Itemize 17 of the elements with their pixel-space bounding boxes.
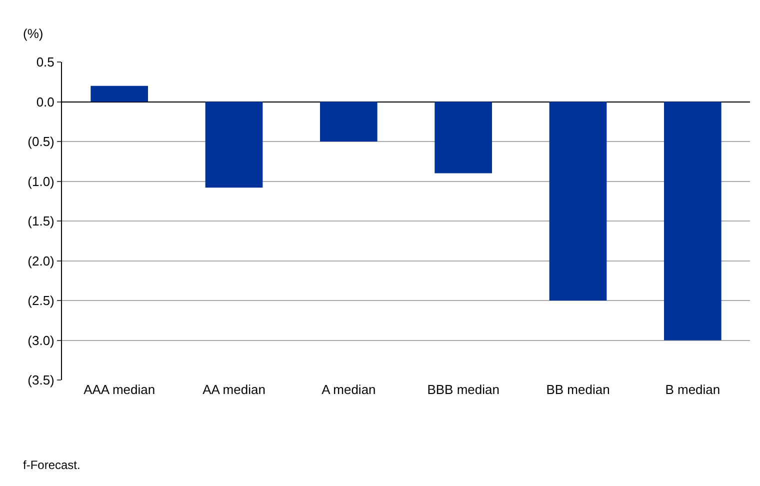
x-tick-label: A median — [322, 382, 376, 397]
y-tick-label: (2.0) — [28, 253, 54, 268]
y-tick-label: 0.5 — [36, 54, 54, 70]
x-tick-label: AAA median — [84, 382, 156, 397]
y-tick-label: 0.0 — [36, 94, 54, 110]
y-axis-title: (%) — [23, 26, 44, 41]
text: f-Forecast. — [23, 458, 80, 472]
y-tick-label: (1.5) — [28, 214, 54, 229]
y-tick-label: (3.0) — [28, 332, 54, 348]
y-tick-label: (3.5) — [28, 372, 54, 388]
x-tick-label: B median — [665, 382, 720, 397]
x-tick-label: BBB median — [427, 382, 500, 397]
x-tick-label: BB median — [546, 382, 610, 397]
y-tick-label: (2.5) — [28, 293, 54, 308]
x-tick-label: AA median — [202, 382, 266, 397]
y-tick-label: (1.0) — [28, 174, 54, 189]
y-tick-label: (0.5) — [28, 134, 54, 150]
